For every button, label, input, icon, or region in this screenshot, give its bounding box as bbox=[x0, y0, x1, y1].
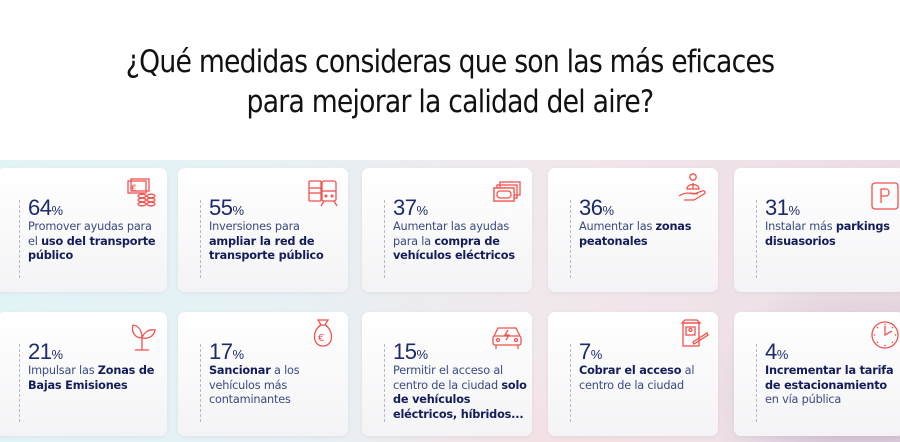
stat-card-park-and-ride: 31% Instalar más parkings disuasorios bbox=[734, 168, 900, 292]
stat-card-sanction-polluting: € 17% Sancionar a los vehículos más cont… bbox=[178, 312, 348, 436]
dashed-divider bbox=[756, 344, 757, 422]
stat-value: 7% bbox=[579, 339, 603, 364]
stat-card-ev-only-access: 15% Permitir el acceso al centro de la c… bbox=[362, 312, 532, 436]
plant-sprout-icon bbox=[125, 322, 159, 352]
stat-card-access-charge: 7% Cobrar el acceso al centro de la ciud… bbox=[548, 312, 718, 436]
banknotes-icon bbox=[490, 178, 524, 208]
person-hand-icon bbox=[676, 172, 710, 202]
stat-card-ev-purchase-aid: 37% Aumentar las ayudas para la compra d… bbox=[362, 168, 532, 292]
stat-value: 15% bbox=[393, 339, 429, 364]
parking-icon bbox=[870, 181, 900, 211]
dashed-divider bbox=[384, 200, 385, 278]
svg-text:€: € bbox=[131, 184, 137, 194]
dashed-divider bbox=[756, 200, 757, 278]
clock-icon bbox=[870, 320, 900, 350]
stat-description: Aumentar las zonas peatonales bbox=[579, 220, 692, 248]
stat-value: 36% bbox=[579, 195, 615, 220]
stat-description: Promover ayudas para el uso del transpor… bbox=[28, 220, 156, 262]
stat-value: 64% bbox=[28, 195, 64, 220]
dashed-divider bbox=[570, 344, 571, 422]
stat-value: 21% bbox=[28, 339, 64, 364]
stat-description: Sancionar a los vehículos más contaminan… bbox=[209, 364, 300, 406]
stat-description: Instalar más parkings disuasorios bbox=[765, 220, 890, 248]
dashed-divider bbox=[19, 344, 20, 422]
stat-description: Incrementar la tarifa de estacionamiento… bbox=[765, 364, 894, 406]
stat-value: 37% bbox=[393, 195, 429, 220]
page-title: ¿Qué medidas consideras que son las más … bbox=[63, 42, 837, 122]
stat-value: 31% bbox=[765, 195, 801, 220]
dashed-divider bbox=[200, 200, 201, 278]
title-line-2: para mejorar la calidad del aire? bbox=[246, 84, 655, 120]
stat-value: 55% bbox=[209, 195, 245, 220]
title-line-1: ¿Qué medidas consideras que son las más … bbox=[125, 44, 775, 80]
train-icon bbox=[306, 178, 340, 208]
stat-description: Impulsar las Zonas de Bajas Emisiones bbox=[28, 364, 155, 392]
stat-description: Permitir el acceso al centro de la ciuda… bbox=[393, 364, 527, 421]
dashed-divider bbox=[384, 344, 385, 422]
stat-card-low-emission-zones: 21% Impulsar las Zonas de Bajas Emisione… bbox=[0, 312, 167, 436]
dashed-divider bbox=[570, 200, 571, 278]
toll-booth-icon bbox=[676, 318, 710, 348]
money-bag-euro-icon: € bbox=[306, 318, 340, 348]
dashed-divider bbox=[19, 200, 20, 278]
stat-card-parking-fee: 4% Incrementar la tarifa de estacionamie… bbox=[734, 312, 900, 436]
stat-card-public-transport-network: 55% Inversiones para ampliar la red de t… bbox=[178, 168, 348, 292]
money-coins-icon: € bbox=[125, 178, 159, 208]
stat-description: Aumentar las ayudas para la compra de ve… bbox=[393, 220, 515, 262]
stat-card-transport-aid: € 64% Promover ayudas para el uso del tr… bbox=[0, 168, 167, 292]
stat-description: Inversiones para ampliar la red de trans… bbox=[209, 220, 324, 262]
dashed-divider bbox=[200, 344, 201, 422]
stat-value: 17% bbox=[209, 339, 245, 364]
electric-car-icon bbox=[490, 322, 524, 352]
svg-text:€: € bbox=[318, 333, 324, 344]
stat-value: 4% bbox=[765, 339, 789, 364]
stat-card-pedestrian-zones: 36% Aumentar las zonas peatonales bbox=[548, 168, 718, 292]
stat-description: Cobrar el acceso al centro de la ciudad bbox=[579, 364, 695, 392]
